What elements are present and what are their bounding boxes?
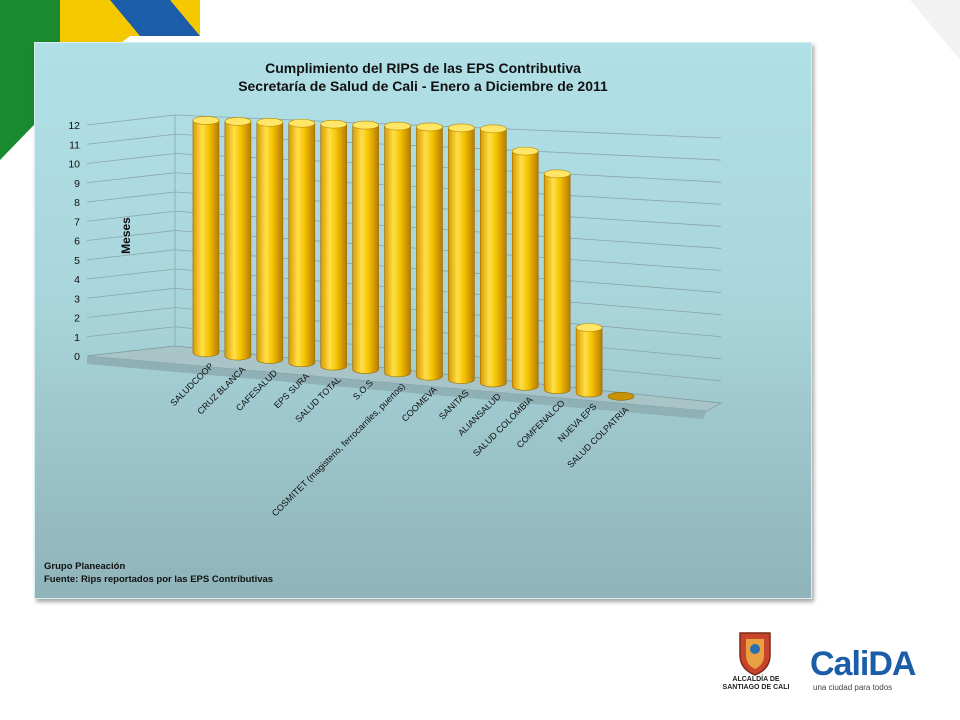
y-tick-label: 7 <box>74 216 80 228</box>
bar-top-7 <box>416 122 443 132</box>
y-tick-label: 6 <box>74 236 80 248</box>
x-tick-label: COSMITET (magisterio, ferrocarriles, pue… <box>270 381 407 518</box>
y-tick-label: 11 <box>69 139 80 151</box>
bar-3 <box>288 122 316 368</box>
y-tick-label: 12 <box>68 120 80 132</box>
bar-7 <box>416 126 443 381</box>
alcaldia-shield-logo <box>739 632 771 676</box>
blue-corner-stripe <box>110 0 200 36</box>
gridline-depth <box>86 153 176 164</box>
corner-fold <box>910 0 960 60</box>
x-tick-label: SALUD COLOMBIA <box>471 395 535 459</box>
alcaldia-label: ALCALDÍA DE SANTIAGO DE CALI <box>716 676 796 692</box>
gridline-depth <box>86 210 176 222</box>
alcaldia-line1: ALCALDÍA DE <box>732 676 780 683</box>
gridline-depth <box>86 191 176 203</box>
y-tick-label: 10 <box>68 159 80 171</box>
chart-floor <box>86 345 723 412</box>
bar-top-4 <box>320 119 347 129</box>
y-tick-label: 8 <box>74 197 80 209</box>
bar-top-9 <box>480 124 507 134</box>
bar-top-11 <box>543 169 571 179</box>
gridline-depth <box>86 249 176 261</box>
y-tick-label: 2 <box>74 313 80 325</box>
gridline-depth <box>86 268 176 280</box>
bar-top-8 <box>448 123 475 133</box>
bar-4 <box>320 123 347 371</box>
bar-top-6 <box>384 121 411 131</box>
y-tick-label: 9 <box>74 178 80 190</box>
chart-floor-edge <box>87 356 707 419</box>
bar-10 <box>511 150 539 391</box>
footer-source: Fuente: Rips reportados por las EPS Cont… <box>44 574 274 585</box>
gridline-depth <box>86 326 176 338</box>
footer-group: Grupo Planeación <box>44 561 126 572</box>
bar-2 <box>256 122 284 364</box>
bar-0 <box>192 120 220 357</box>
bar-6 <box>384 125 411 378</box>
y-axis-label: Meses <box>119 217 133 254</box>
bar-1 <box>224 121 252 361</box>
gridline-depth <box>86 172 176 184</box>
chart-title: Cumplimiento del RIPS de las EPS Contrib… <box>265 60 581 76</box>
chart-subtitle: Secretaría de Salud de Cali - Enero a Di… <box>238 78 608 94</box>
bar-top-5 <box>352 120 379 130</box>
bar-12 <box>575 327 603 398</box>
bar-top-0 <box>192 116 220 125</box>
bar-top-10 <box>511 146 539 156</box>
bar-top-3 <box>288 118 316 128</box>
x-tick-label: SALUD COLPATRIA <box>565 405 630 470</box>
bar-11 <box>543 173 571 394</box>
green-corner-stripe <box>0 0 200 160</box>
gridline-depth <box>86 307 176 318</box>
logos-area: ALCALDÍA DE SANTIAGO DE CALI CaliDA una … <box>710 625 950 705</box>
y-tick-label: 4 <box>74 274 80 286</box>
chart-panel: Cumplimiento del RIPS de las EPS Contrib… <box>34 42 812 599</box>
bar-5 <box>352 124 379 374</box>
calida-tagline: una ciudad para todos <box>813 683 893 692</box>
bar-13 <box>607 392 635 401</box>
gridline-depth <box>86 230 176 241</box>
y-tick-label: 3 <box>74 293 80 305</box>
bar-top-12 <box>575 323 603 332</box>
alcaldia-line2: SANTIAGO DE CALI <box>722 684 790 691</box>
y-tick-label: 0 <box>74 351 80 363</box>
gridline-depth <box>86 133 176 145</box>
calida-logo: CaliDA <box>810 645 916 683</box>
bar-top-2 <box>256 118 284 127</box>
y-tick-label: 1 <box>74 332 80 344</box>
bar-8 <box>448 127 475 384</box>
gridline-depth <box>86 114 176 126</box>
y-tick-label: 5 <box>74 255 80 267</box>
bar-top-1 <box>224 117 252 126</box>
gridline-depth <box>86 287 176 299</box>
bar-9 <box>480 128 507 388</box>
